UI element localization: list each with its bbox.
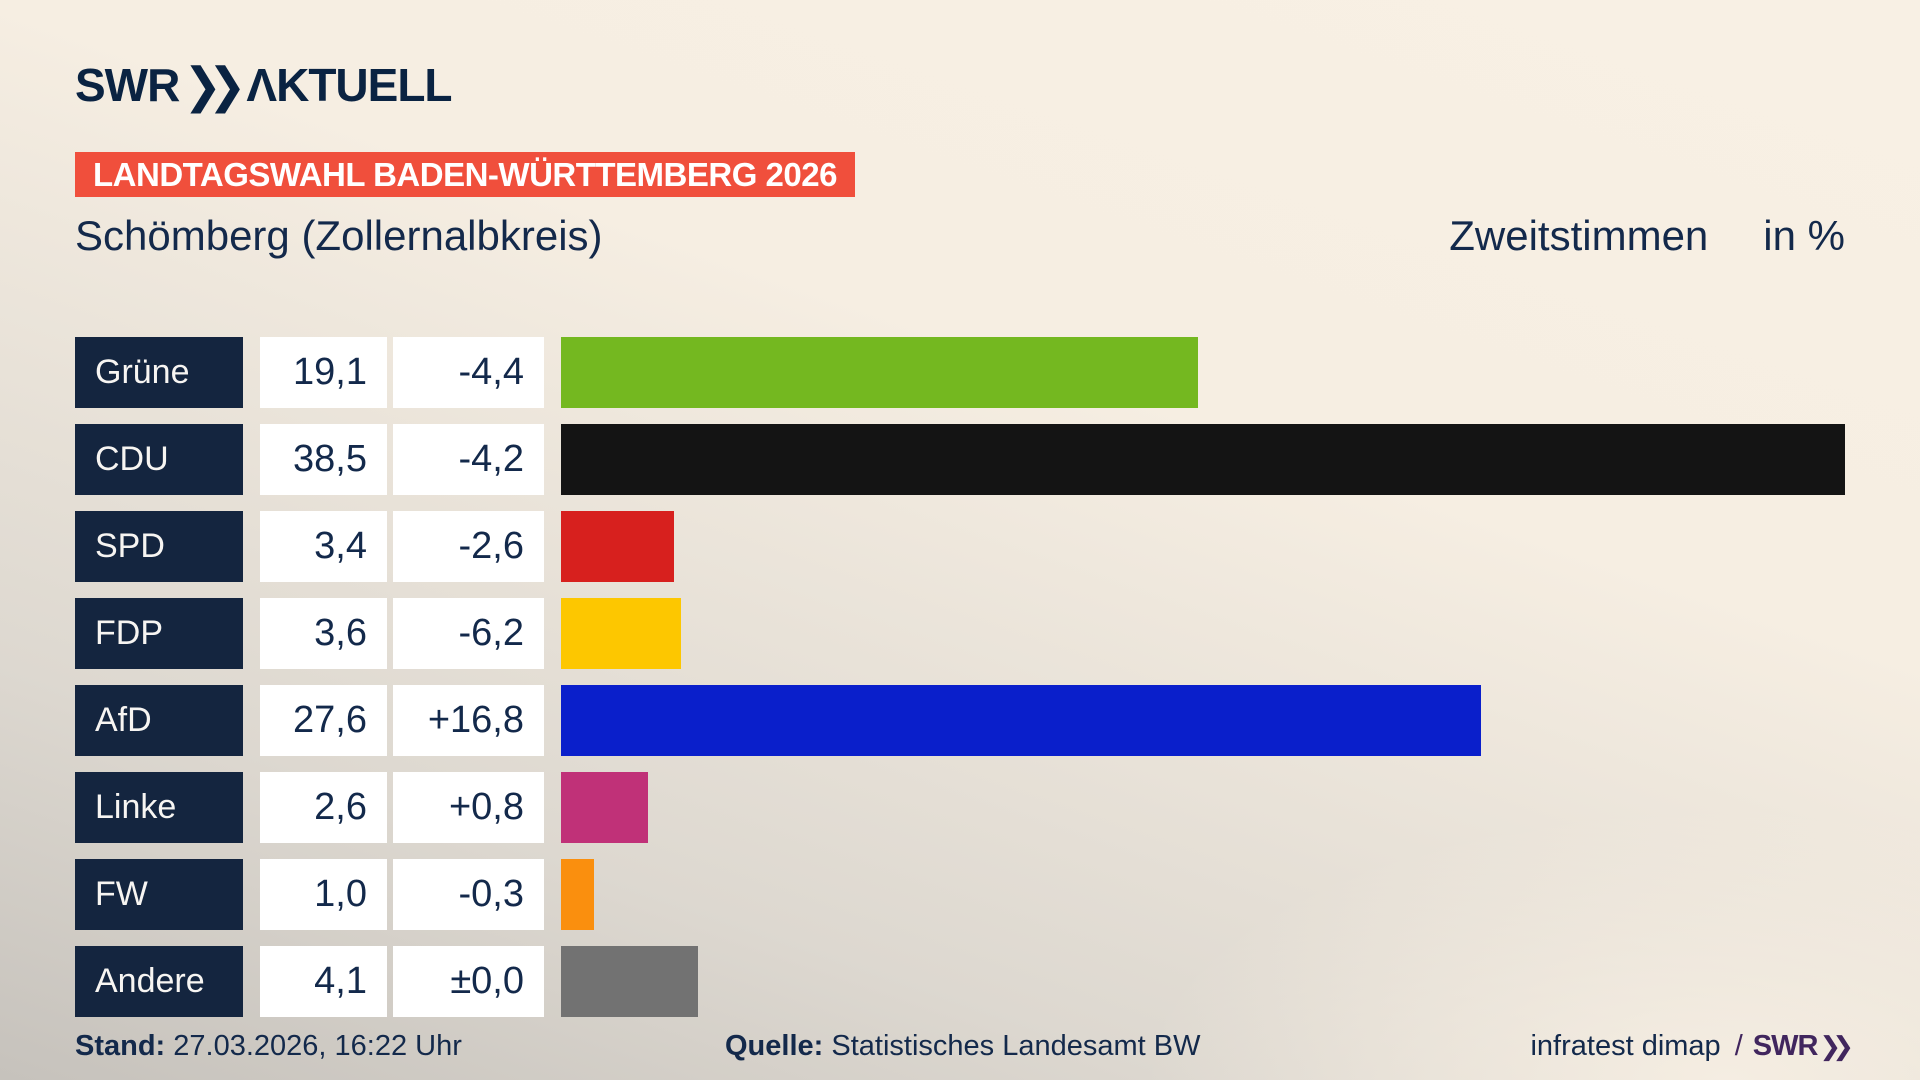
party-value: 27,6: [260, 685, 387, 756]
party-value: 3,6: [260, 598, 387, 669]
bar-track: [561, 772, 1845, 843]
chart-row: Andere 4,1 ±0,0: [75, 946, 1845, 1017]
party-bar: [561, 685, 1482, 756]
party-change: +16,8: [393, 685, 544, 756]
party-change: -4,2: [393, 424, 544, 495]
source-note: Quelle: Statistisches Landesamt BW: [725, 1030, 1200, 1063]
chart-row: Linke 2,6 +0,8: [75, 772, 1845, 843]
party-label: FW: [75, 859, 243, 930]
party-change: -4,4: [393, 337, 544, 408]
swr-aktuell-logo: SWR❯❯ ΛKTUELL: [75, 57, 453, 113]
election-banner: LANDTAGSWAHL BADEN-WÜRTTEMBERG 2026: [75, 152, 855, 197]
party-change: -6,2: [393, 598, 544, 669]
credit-separator: /: [1734, 1030, 1743, 1062]
swr-brand-chevrons-icon: ❯❯: [1819, 1031, 1853, 1061]
footer: Stand: 27.03.2026, 16:22 Uhr Quelle: Sta…: [75, 1030, 1854, 1070]
measure-text: Zweitstimmen: [1449, 212, 1709, 259]
unit-text: in %: [1763, 212, 1845, 259]
bar-track: [561, 337, 1845, 408]
chart-row: FW 1,0 -0,3: [75, 859, 1845, 930]
party-bar: [561, 337, 1198, 408]
party-bar: [561, 598, 682, 669]
title-row: Schömberg (Zollernalbkreis) Zweitstimmen…: [75, 212, 1845, 260]
party-bar: [561, 859, 595, 930]
stand-label: Stand:: [75, 1030, 166, 1062]
party-label: CDU: [75, 424, 243, 495]
results-bar-chart: Grüne 19,1 -4,4 CDU 38,5 -4,2 SPD 3,4 -2…: [75, 337, 1845, 1017]
chart-row: AfD 27,6 +16,8: [75, 685, 1845, 756]
bar-track: [561, 859, 1845, 930]
party-value: 4,1: [260, 946, 387, 1017]
chart-row: SPD 3,4 -2,6: [75, 511, 1845, 582]
quelle-value: Statistisches Landesamt BW: [823, 1030, 1201, 1062]
party-bar: [561, 946, 698, 1017]
party-value: 1,0: [260, 859, 387, 930]
party-label: Grüne: [75, 337, 243, 408]
chart-row: Grüne 19,1 -4,4: [75, 337, 1845, 408]
party-label: Linke: [75, 772, 243, 843]
stand-timestamp: Stand: 27.03.2026, 16:22 Uhr: [75, 1030, 462, 1063]
party-label: SPD: [75, 511, 243, 582]
credit-note: infratest dimap / SWR❯❯: [1530, 1030, 1853, 1063]
bar-track: [561, 946, 1845, 1017]
swr-wordmark: SWR: [75, 59, 180, 111]
party-bar: [561, 772, 648, 843]
party-change: -0,3: [393, 859, 544, 930]
chart-row: CDU 38,5 -4,2: [75, 424, 1845, 495]
party-change: -2,6: [393, 511, 544, 582]
party-bar: [561, 511, 675, 582]
bar-track: [561, 424, 1845, 495]
party-value: 2,6: [260, 772, 387, 843]
stand-value: 27.03.2026, 16:22 Uhr: [165, 1030, 462, 1062]
chart-row: FDP 3,6 -6,2: [75, 598, 1845, 669]
page-title: Schömberg (Zollernalbkreis): [75, 212, 603, 259]
party-change: +0,8: [393, 772, 544, 843]
party-label: Andere: [75, 946, 243, 1017]
party-label: AfD: [75, 685, 243, 756]
aktuell-wordmark: ΛKTUELL: [246, 59, 452, 111]
party-value: 38,5: [260, 424, 387, 495]
bar-track: [561, 511, 1845, 582]
bar-track: [561, 598, 1845, 669]
party-label: FDP: [75, 598, 243, 669]
quelle-label: Quelle:: [725, 1030, 824, 1062]
bar-track: [561, 685, 1845, 756]
credit-text: infratest dimap: [1530, 1030, 1721, 1062]
party-bar: [561, 424, 1845, 495]
party-change: ±0,0: [393, 946, 544, 1017]
measure-label: Zweitstimmen in %: [1449, 212, 1845, 260]
party-value: 3,4: [260, 511, 387, 582]
party-value: 19,1: [260, 337, 387, 408]
swr-brand-text: SWR: [1752, 1030, 1819, 1062]
swr-chevrons-icon: ❯❯: [183, 57, 246, 113]
